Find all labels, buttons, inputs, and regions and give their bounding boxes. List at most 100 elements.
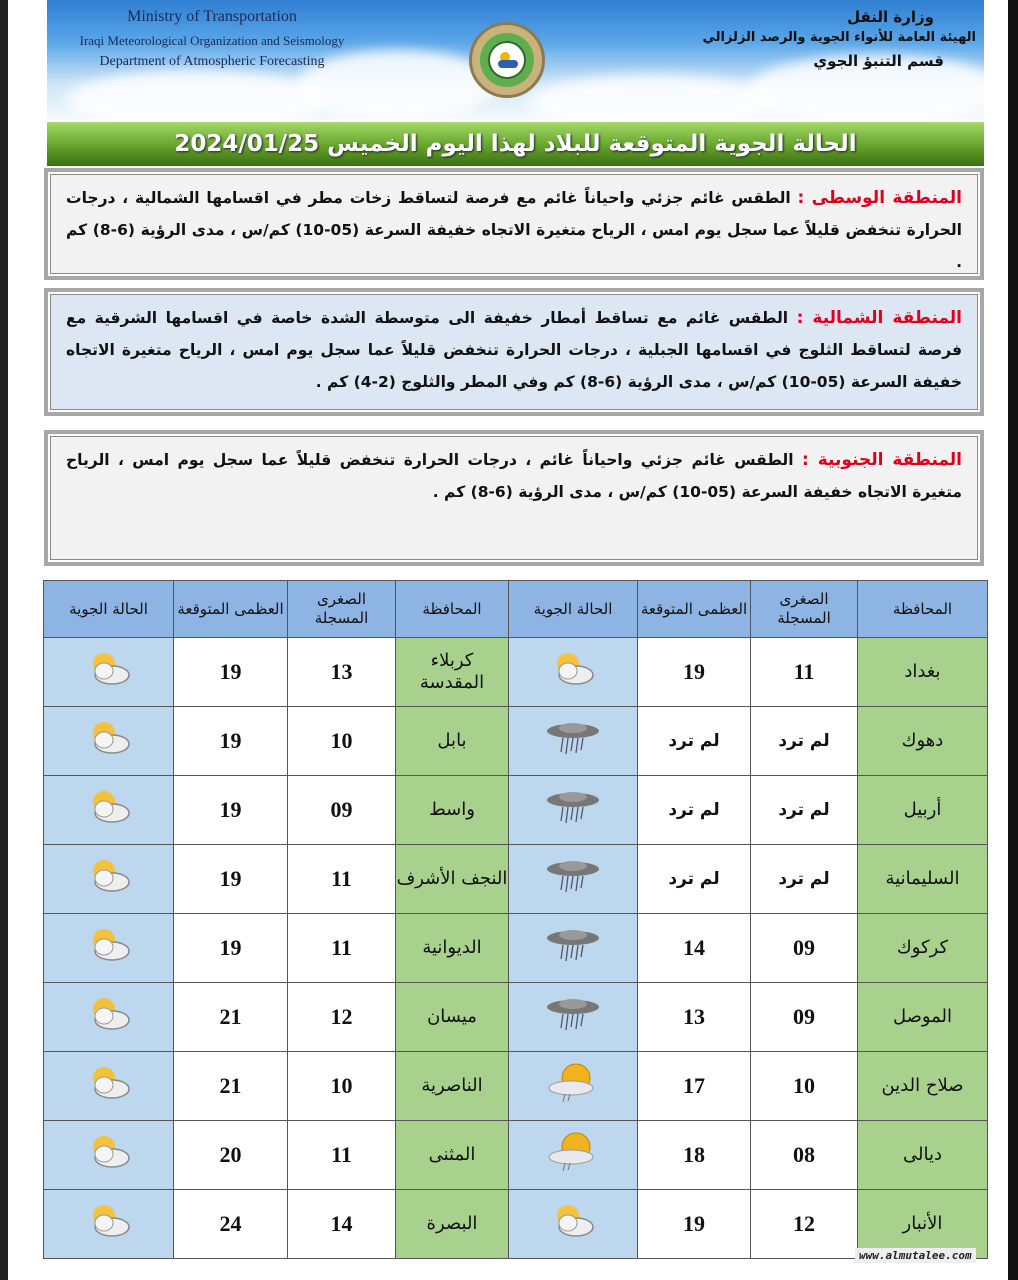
max-temp-cell: 21 (173, 1051, 288, 1121)
weather-cell (43, 637, 174, 707)
max-temp-cell: 19 (173, 913, 288, 983)
rain-cloud-icon (543, 861, 603, 901)
ministry-en: Ministry of Transportation (127, 8, 297, 25)
weather-cell (508, 637, 638, 707)
region-label: المنطقة الجنوبية : (801, 450, 962, 470)
governorate-cell: السليمانية (857, 844, 988, 914)
column-header: المحافظة (857, 580, 988, 638)
region-label: المنطقة الشمالية : (796, 308, 962, 328)
min-temp-cell: 11 (287, 1120, 396, 1190)
governorate-cell: بابل (395, 706, 509, 776)
min-temp-cell: 11 (287, 913, 396, 983)
sun-shower-icon (543, 1132, 603, 1179)
governorate-cell: الموصل (857, 982, 988, 1052)
rain-cloud-icon (543, 930, 603, 970)
max-temp-cell: 14 (637, 913, 751, 983)
max-temp-cell: لم ترد (637, 706, 751, 776)
region-text: الطقس غائم مع تساقط أمطار خفيفة الى متوس… (66, 309, 962, 391)
min-temp-cell: 11 (750, 637, 858, 707)
weather-cell (43, 706, 174, 776)
max-temp-cell: لم ترد (637, 844, 751, 914)
weather-cell (508, 913, 638, 983)
min-temp-cell: 09 (287, 775, 396, 845)
column-header: المحافظة (395, 580, 509, 638)
weather-cell (43, 982, 174, 1052)
table-row: بغداد 11 19 كربلاء المقدسة 13 19 (43, 637, 988, 707)
min-temp-cell: لم ترد (750, 706, 858, 776)
governorate-cell: الأنبار (857, 1189, 988, 1259)
table-row: دهوك لم ترد لم ترد بابل 10 19 (43, 706, 988, 776)
governorate-cell: الناصرية (395, 1051, 509, 1121)
weather-cell (508, 844, 638, 914)
max-temp-cell: 13 (637, 982, 751, 1052)
partly-cloudy-icon (84, 791, 134, 832)
min-temp-cell: 08 (750, 1120, 858, 1190)
weather-cell (508, 982, 638, 1052)
organization-en: Iraqi Meteorological Organization and Se… (79, 33, 345, 48)
max-temp-cell: لم ترد (637, 775, 751, 845)
max-temp-cell: 20 (173, 1120, 288, 1190)
max-temp-cell: 19 (173, 844, 288, 914)
column-header: العظمى المتوقعة (637, 580, 751, 638)
table-row: الأنبار 12 19 البصرة 14 24 (43, 1189, 988, 1259)
governorate-cell: كربلاء المقدسة (395, 637, 509, 707)
partly-cloudy-icon (84, 998, 134, 1039)
governorate-cell: الديوانية (395, 913, 509, 983)
partly-cloudy-icon (84, 653, 134, 694)
table-header-row: المحافظة الصغرى المسجلة العظمى المتوقعة الح… (43, 580, 988, 638)
organization-ar: الهيئة العامة للأنواء الجوية والرصد الزل… (702, 30, 976, 45)
region-central: المنطقة الوسطى : الطقس غائم جزئي واحيانا… (44, 168, 984, 280)
governorate-cell: ديالى (857, 1120, 988, 1190)
governorate-cell: صلاح الدين (857, 1051, 988, 1121)
governorate-cell: أربيل (857, 775, 988, 845)
partly-cloudy-icon (84, 722, 134, 763)
department-en: Department of Atmospheric Forecasting (99, 54, 325, 69)
sun-shower-icon (543, 1063, 603, 1110)
region-south: المنطقة الجنوبية : الطقس غائم جزئي واحيا… (44, 430, 984, 566)
partly-cloudy-icon (84, 1067, 134, 1108)
min-temp-cell: 12 (287, 982, 396, 1052)
table-row: صلاح الدين 10 17 الناصرية 10 21 (43, 1051, 988, 1121)
min-temp-cell: لم ترد (750, 775, 858, 845)
letterhead: Ministry of Transportation Iraqi Meteoro… (47, 0, 984, 120)
min-temp-cell: 13 (287, 637, 396, 707)
max-temp-cell: 19 (173, 706, 288, 776)
weather-cell (508, 1189, 638, 1259)
organization-logo (469, 22, 545, 98)
max-temp-cell: 19 (173, 775, 288, 845)
weather-cell (508, 1120, 638, 1190)
max-temp-cell: 24 (173, 1189, 288, 1259)
rain-cloud-icon (543, 999, 603, 1039)
region-label: المنطقة الوسطى : (797, 188, 962, 208)
max-temp-cell: 19 (637, 637, 751, 707)
weather-cell (43, 1189, 174, 1259)
min-temp-cell: 10 (287, 1051, 396, 1121)
governorate-cell: بغداد (857, 637, 988, 707)
partly-cloudy-icon (84, 860, 134, 901)
partly-cloudy-icon (84, 929, 134, 970)
weather-cell (43, 844, 174, 914)
min-temp-cell: لم ترد (750, 844, 858, 914)
min-temp-cell: 10 (287, 706, 396, 776)
column-header: الصغرى المسجلة (287, 580, 396, 638)
min-temp-cell: 09 (750, 982, 858, 1052)
governorate-cell: المثنى (395, 1120, 509, 1190)
min-temp-cell: 10 (750, 1051, 858, 1121)
page-title: الحالة الجوية المتوقعة للبلاد لهذا اليوم… (47, 122, 984, 166)
rain-cloud-icon (543, 723, 603, 763)
column-header: الصغرى المسجلة (750, 580, 858, 638)
partly-cloudy-icon (548, 653, 598, 694)
table-row: كركوك 09 14 الديوانية 11 19 (43, 913, 988, 983)
weather-cell (508, 775, 638, 845)
weather-cell (43, 1051, 174, 1121)
min-temp-cell: 09 (750, 913, 858, 983)
table-row: أربيل لم ترد لم ترد واسط 09 19 (43, 775, 988, 845)
table-row: الموصل 09 13 ميسان 12 21 (43, 982, 988, 1052)
region-text: الطقس غائم جزئي واحياناً غائم مع فرصة لت… (66, 189, 962, 271)
governorate-cell: كركوك (857, 913, 988, 983)
region-text: الطقس غائم جزئي واحياناً غائم ، درجات ال… (66, 451, 962, 501)
governorate-cell: البصرة (395, 1189, 509, 1259)
partly-cloudy-icon (84, 1136, 134, 1177)
min-temp-cell: 11 (287, 844, 396, 914)
weather-cell (508, 706, 638, 776)
